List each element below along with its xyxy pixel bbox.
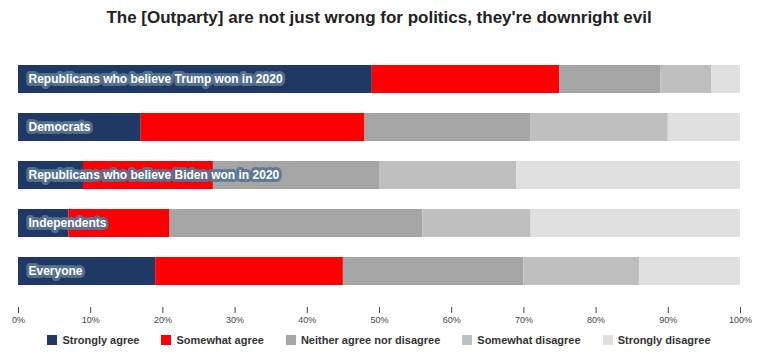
svg-text:30%: 30% xyxy=(226,315,244,325)
svg-text:Independents: Independents xyxy=(29,216,107,230)
svg-text:Everyone: Everyone xyxy=(29,264,83,278)
html-text:Strongly agree: Strongly agree xyxy=(62,334,140,346)
svg-text:60%: 60% xyxy=(443,315,461,325)
svg-text:0%: 0% xyxy=(12,315,25,325)
html-text:Somewhat agree: Somewhat agree xyxy=(176,334,264,346)
svg-text:70%: 70% xyxy=(515,315,533,325)
svg-text:Republicans who believe Biden: Republicans who believe Biden won in 202… xyxy=(29,168,280,182)
html-text:Neither agree nor disagree: Neither agree nor disagree xyxy=(300,334,441,346)
svg-text:Democrats: Democrats xyxy=(29,120,91,134)
svg-text:40%: 40% xyxy=(298,315,316,325)
svg-text:10%: 10% xyxy=(82,315,100,325)
html-text:The [Outparty] are not just wr: The [Outparty] are not just wrong for po… xyxy=(106,8,652,27)
svg-text:100%: 100% xyxy=(729,315,752,325)
svg-text:80%: 80% xyxy=(587,315,605,325)
svg-text:Republicans who believe Trump: Republicans who believe Trump won in 202… xyxy=(29,72,283,86)
html-text:Strongly disagree: Strongly disagree xyxy=(617,334,711,346)
svg-text:20%: 20% xyxy=(154,315,172,325)
html-text:Somewhat disagree: Somewhat disagree xyxy=(477,334,581,346)
svg-text:50%: 50% xyxy=(370,315,388,325)
svg-text:90%: 90% xyxy=(659,315,677,325)
